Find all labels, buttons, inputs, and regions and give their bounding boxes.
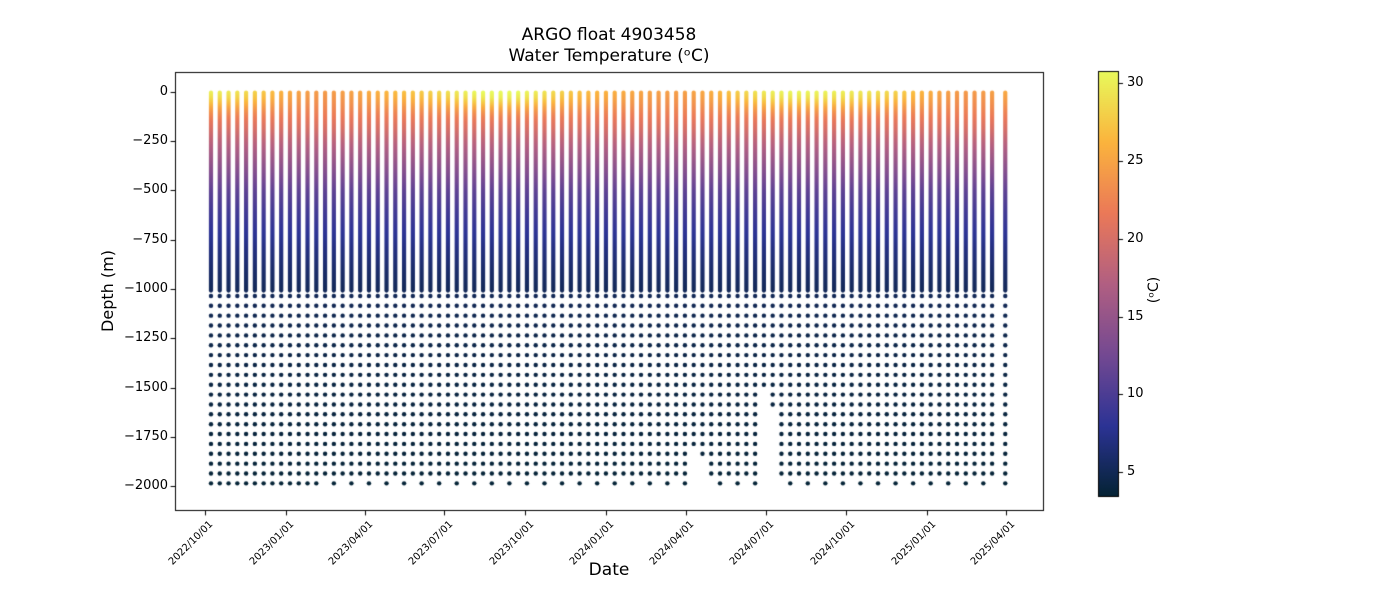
y-tick-label: −1000 xyxy=(124,281,168,297)
colorbar-tick-label: 20 xyxy=(1127,230,1144,246)
colorbar-label: (ᵒC) xyxy=(1146,276,1162,304)
colorbar-tick-label: 25 xyxy=(1127,153,1144,169)
chart-subtitle: Water Temperature (ᵒC) xyxy=(508,46,710,66)
y-tick-label: −1250 xyxy=(124,330,168,346)
y-tick-label: −500 xyxy=(132,182,168,198)
colorbar-tick-label: 5 xyxy=(1127,464,1136,480)
y-tick-label: 0 xyxy=(159,83,168,99)
y-tick-label: −1750 xyxy=(124,429,168,444)
y-axis-label: Depth (m) xyxy=(98,250,117,332)
y-tick-label: −2000 xyxy=(124,478,168,494)
y-tick-label: −750 xyxy=(132,231,168,247)
x-axis-label: Date xyxy=(588,560,630,580)
chart-title: ARGO float 4903458 xyxy=(521,25,697,45)
y-tick-label: −1500 xyxy=(124,379,168,395)
colorbar-tick-label: 15 xyxy=(1127,308,1144,324)
y-tick-label: −250 xyxy=(132,133,168,149)
colorbar-tick-label: 30 xyxy=(1127,75,1144,91)
colorbar-tick-label: 10 xyxy=(1127,386,1144,402)
